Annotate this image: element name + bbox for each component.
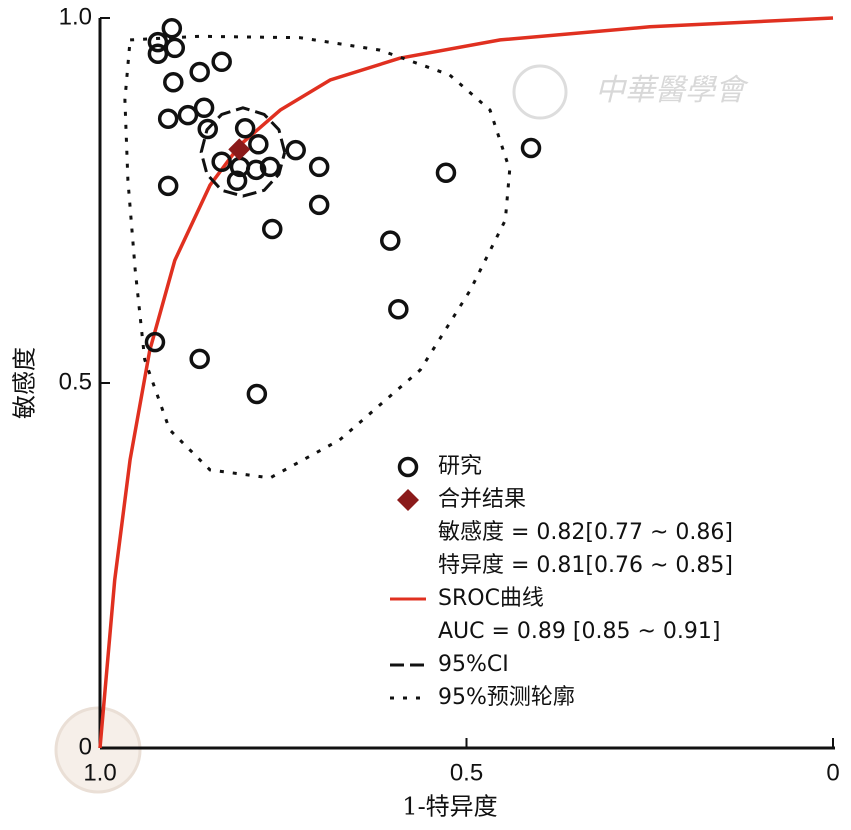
- study-point: [308, 156, 330, 178]
- study-point: [189, 61, 210, 83]
- study-point: [157, 175, 179, 197]
- series-line: [123, 34, 512, 480]
- study-point: [246, 383, 268, 405]
- study-point: [234, 117, 256, 139]
- study-point: [157, 108, 179, 129]
- study-point: [144, 331, 166, 353]
- legend-note: AUC = 0.89 [0.85 ~ 0.91]: [438, 619, 720, 644]
- y-axis-label: 敏感度: [11, 347, 39, 419]
- study-point: [197, 118, 219, 140]
- x-axis-label: 1-特异度: [402, 793, 497, 821]
- x-tick-label: 1.0: [83, 759, 116, 786]
- study-point: [147, 43, 169, 65]
- study-point: [380, 230, 401, 251]
- study-point: [520, 137, 542, 159]
- legend-symbol: [397, 456, 419, 478]
- study-point: [285, 139, 306, 161]
- legend-label: SROC曲线: [438, 586, 544, 611]
- study-point: [226, 170, 248, 192]
- legend-note: 特异度 = 0.81[0.76 ~ 0.85]: [438, 553, 733, 578]
- watermark-logo: [512, 64, 568, 120]
- study-point: [161, 17, 183, 39]
- series-line: [199, 106, 287, 198]
- legend-label: 95%CI: [438, 652, 509, 677]
- study-point: [435, 162, 457, 184]
- x-tick-label: 0: [826, 759, 839, 786]
- x-tick-label: 0.5: [450, 759, 483, 786]
- study-point: [211, 151, 232, 173]
- legend-symbol: [397, 489, 419, 511]
- study-point: [177, 104, 199, 126]
- watermark-logo: [54, 706, 142, 794]
- y-tick-label: 1.0: [59, 3, 92, 30]
- study-point: [308, 194, 330, 216]
- watermark: 中華醫學會: [595, 73, 749, 108]
- legend-label: 合并结果: [438, 487, 526, 512]
- study-point: [245, 159, 267, 181]
- y-tick-label: 0: [79, 733, 92, 760]
- study-point: [163, 71, 184, 93]
- study-point: [164, 37, 186, 59]
- y-tick-label: 0.5: [59, 368, 92, 395]
- study-point: [189, 348, 210, 370]
- legend-label: 研究: [438, 454, 482, 479]
- legend-note: 敏感度 = 0.82[0.77 ~ 0.86]: [438, 520, 733, 545]
- study-point: [388, 299, 409, 320]
- study-point: [211, 51, 232, 73]
- study-point: [248, 134, 269, 155]
- summary-point: [228, 138, 251, 161]
- study-point: [259, 156, 281, 178]
- legend-label: 95%预测轮廓: [438, 685, 575, 710]
- study-point: [262, 218, 283, 240]
- study-point: [193, 97, 215, 119]
